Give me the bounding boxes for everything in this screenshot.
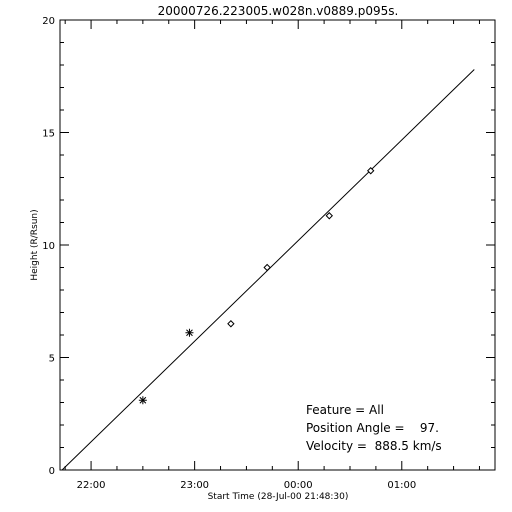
- data-point-diamond: [325, 212, 333, 220]
- plot-frame: [59, 19, 496, 471]
- chart-title: 20000726.223005.w028n.v0889.p095s.: [158, 4, 399, 18]
- annotation-position-angle: Position Angle = 97.: [306, 421, 439, 435]
- axis-ticks: [60, 19, 495, 471]
- x-axis-label: Start Time (28-Jul-00 21:48:30): [208, 492, 349, 502]
- x-tick-label: 22:00: [77, 480, 106, 491]
- x-tick-label: 00:00: [284, 480, 313, 491]
- data-point-diamond: [227, 320, 235, 328]
- x-tick-labels: 22:00 23:00 00:00 01:00: [77, 480, 417, 491]
- x-tick-label: 01:00: [387, 480, 416, 491]
- y-tick-labels: 0 5 10 15 20: [42, 16, 55, 477]
- y-axis-label: Height (R/Rsun): [30, 209, 40, 280]
- annotation-feature: Feature = All: [306, 403, 384, 417]
- data-point-asterisk: [185, 328, 194, 337]
- x-tick-label: 23:00: [180, 480, 209, 491]
- y-tick-label: 20: [42, 16, 55, 27]
- y-tick-label: 15: [42, 129, 55, 140]
- data-point-asterisk: [138, 396, 147, 405]
- y-tick-label: 0: [49, 466, 55, 477]
- data-point-diamond: [367, 167, 375, 175]
- annotation-block: Feature = All Position Angle = 97. Veloc…: [306, 403, 442, 453]
- y-tick-label: 10: [42, 241, 55, 252]
- data-point-diamond: [263, 263, 271, 272]
- y-tick-label: 5: [49, 354, 55, 365]
- data-points-layer: [138, 167, 375, 405]
- annotation-velocity: Velocity = 888.5 km/s: [306, 439, 442, 453]
